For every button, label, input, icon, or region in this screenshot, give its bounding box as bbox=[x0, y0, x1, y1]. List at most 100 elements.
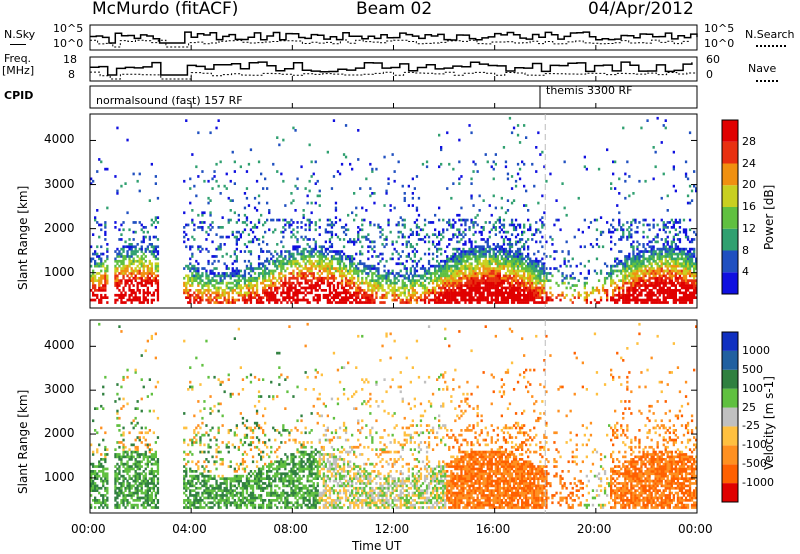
power-cell bbox=[496, 296, 499, 299]
power-cell bbox=[672, 267, 675, 270]
power-cell bbox=[403, 267, 406, 270]
power-cell bbox=[318, 298, 321, 302]
power-cell bbox=[393, 206, 396, 210]
power-cell bbox=[616, 293, 619, 297]
power-cell bbox=[512, 252, 516, 256]
power-cell bbox=[221, 291, 224, 295]
power-cell bbox=[120, 293, 123, 297]
power-cell bbox=[274, 289, 277, 292]
nave-legend-line bbox=[756, 80, 778, 82]
power-cell bbox=[454, 284, 457, 287]
power-cell bbox=[549, 286, 552, 290]
power-cell bbox=[646, 243, 649, 246]
velocity-cell bbox=[96, 501, 99, 505]
power-cell bbox=[189, 201, 192, 205]
power-cell bbox=[431, 252, 435, 256]
power-cell bbox=[260, 296, 263, 299]
power-cell bbox=[361, 296, 364, 299]
power-cell bbox=[276, 170, 279, 173]
power-cell bbox=[690, 247, 694, 251]
power-cell bbox=[334, 252, 338, 256]
power-cell bbox=[547, 272, 550, 275]
power-cell bbox=[478, 281, 481, 285]
power-cell bbox=[444, 264, 447, 268]
power-cell bbox=[369, 267, 372, 270]
power-cell bbox=[597, 301, 601, 304]
power-cell bbox=[197, 284, 200, 287]
power-cell bbox=[106, 255, 109, 258]
power-cell bbox=[480, 226, 483, 229]
power-cell bbox=[440, 272, 443, 275]
power-cell bbox=[118, 281, 121, 285]
power-cell bbox=[191, 221, 194, 224]
power-cell bbox=[693, 284, 696, 287]
power-cell bbox=[474, 276, 477, 280]
power-cell bbox=[500, 267, 503, 270]
power-cell bbox=[452, 293, 455, 297]
power-cell bbox=[140, 279, 143, 282]
power-cell bbox=[377, 289, 380, 292]
power-cell bbox=[693, 267, 696, 270]
power-cell bbox=[255, 293, 259, 297]
power-cell bbox=[387, 218, 390, 222]
power-cell bbox=[648, 274, 651, 278]
power-cell bbox=[454, 267, 457, 270]
power-cell bbox=[508, 272, 512, 275]
power-cell bbox=[114, 175, 117, 178]
power-cell bbox=[257, 221, 261, 224]
power-cell bbox=[371, 293, 374, 297]
power-cell bbox=[189, 276, 192, 280]
power-cell bbox=[537, 131, 540, 135]
power-cell bbox=[231, 272, 234, 275]
power-cell bbox=[229, 286, 232, 290]
power-cell bbox=[134, 252, 137, 256]
power-cell bbox=[535, 262, 538, 266]
power-cell bbox=[579, 293, 582, 297]
power-cell bbox=[508, 276, 512, 280]
power-cell bbox=[403, 226, 406, 229]
power-cell bbox=[118, 289, 121, 292]
power-cell bbox=[138, 291, 141, 295]
power-cell bbox=[567, 281, 570, 285]
power-cell bbox=[606, 289, 609, 292]
power-cell bbox=[381, 274, 384, 278]
power-cell bbox=[229, 276, 232, 280]
power-cell bbox=[666, 252, 669, 256]
power-cell bbox=[371, 301, 374, 304]
power-cell bbox=[104, 293, 107, 297]
power-cell bbox=[500, 284, 503, 287]
power-cell bbox=[618, 177, 621, 181]
power-cell bbox=[654, 284, 657, 287]
power-cell bbox=[684, 160, 688, 164]
power-cell bbox=[636, 240, 639, 244]
power-cell bbox=[300, 235, 303, 239]
power-cell bbox=[549, 255, 552, 258]
power-cell bbox=[288, 284, 291, 287]
power-cell bbox=[195, 272, 198, 275]
power-cell bbox=[533, 272, 536, 275]
power-cell bbox=[150, 218, 153, 222]
power-cell bbox=[468, 124, 471, 127]
power-cell bbox=[407, 204, 410, 207]
power-cell bbox=[440, 289, 443, 292]
power-cell bbox=[223, 291, 226, 295]
power-cell bbox=[415, 250, 419, 253]
power-cell bbox=[444, 279, 447, 282]
power-cell bbox=[682, 279, 686, 282]
power-cell bbox=[458, 182, 461, 185]
power-cell bbox=[211, 226, 214, 229]
power-cell bbox=[484, 250, 487, 253]
power-cell bbox=[693, 184, 696, 188]
power-cell bbox=[237, 284, 240, 287]
power-cell bbox=[593, 218, 597, 222]
power-cell bbox=[616, 228, 619, 232]
power-cell bbox=[654, 279, 657, 282]
power-cell bbox=[413, 284, 416, 287]
power-cell bbox=[523, 223, 526, 227]
power-cell bbox=[672, 184, 675, 188]
power-cell bbox=[480, 279, 483, 282]
power-cell bbox=[425, 165, 429, 169]
power-cell bbox=[288, 298, 291, 302]
power-cell bbox=[347, 255, 350, 258]
power-cell bbox=[434, 276, 437, 280]
